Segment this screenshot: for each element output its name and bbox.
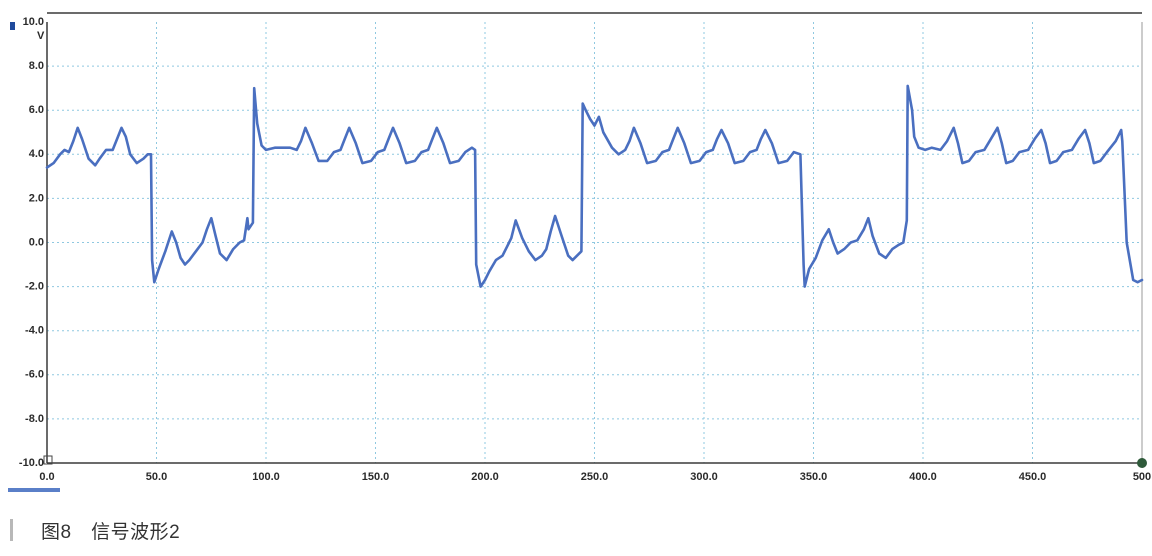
traces <box>45 84 1144 288</box>
chart-background <box>0 0 1152 500</box>
axes <box>46 12 1143 464</box>
channel-marker-icon <box>10 22 15 30</box>
y-tick-label: 2.0 <box>29 192 44 204</box>
caption-bar-icon <box>10 519 13 541</box>
y-tick-label: 10.0 <box>23 16 44 28</box>
x-tick-label: 50.0 <box>146 471 167 483</box>
grid <box>47 22 1142 463</box>
x-tick-label: 100.0 <box>252 471 280 483</box>
x-tick-label: 0.0 <box>39 471 54 483</box>
y-tick-label: -10.0 <box>19 457 44 469</box>
figure-caption: 图8 信号波形2 <box>10 512 180 548</box>
x-tick-label: 350.0 <box>800 471 828 483</box>
y-tick-label: -6.0 <box>25 369 44 381</box>
x-tick-label: 500 <box>1133 471 1151 483</box>
x-tick-label: 400.0 <box>909 471 937 483</box>
y-tick-label: 0.0 <box>29 236 44 248</box>
y-tick-label: 6.0 <box>29 104 44 116</box>
x-tick-label: 450.0 <box>1019 471 1047 483</box>
x-tick-labels: 0.0 50.0 100.0 150.0 200.0 250.0 300.0 350.0 400… <box>39 471 1151 483</box>
y-tick-labels: 10.0 8.0 6.0 4.0 2.0 0.0 -2.0 -4.0 -6.0 -8.0 -10.0 <box>19 16 44 469</box>
x-tick-label: 250.0 <box>581 471 609 483</box>
x-tick-label: 200.0 <box>471 471 499 483</box>
y-tick-label: 4.0 <box>29 148 44 160</box>
x-tick-label: 150.0 <box>362 471 390 483</box>
y-tick-label: -4.0 <box>25 325 44 337</box>
y-tick-label: -2.0 <box>25 281 44 293</box>
y-tick-label: 8.0 <box>29 60 44 72</box>
x-tick-label: 300.0 <box>690 471 718 483</box>
scrollbar-icon[interactable] <box>8 488 60 492</box>
oscilloscope-chart: 10.0 8.0 6.0 4.0 2.0 0.0 -2.0 -4.0 -6.0 -8.0 -10.0… <box>0 0 1152 500</box>
y-tick-label: -8.0 <box>25 413 44 425</box>
y-axis-unit: V <box>37 30 45 42</box>
caption-text: 图8 信号波形2 <box>41 521 181 543</box>
cursor-handle-icon[interactable] <box>1137 458 1147 468</box>
series-line-0 <box>45 84 1144 288</box>
axis-origin-marker-icon <box>43 455 53 465</box>
